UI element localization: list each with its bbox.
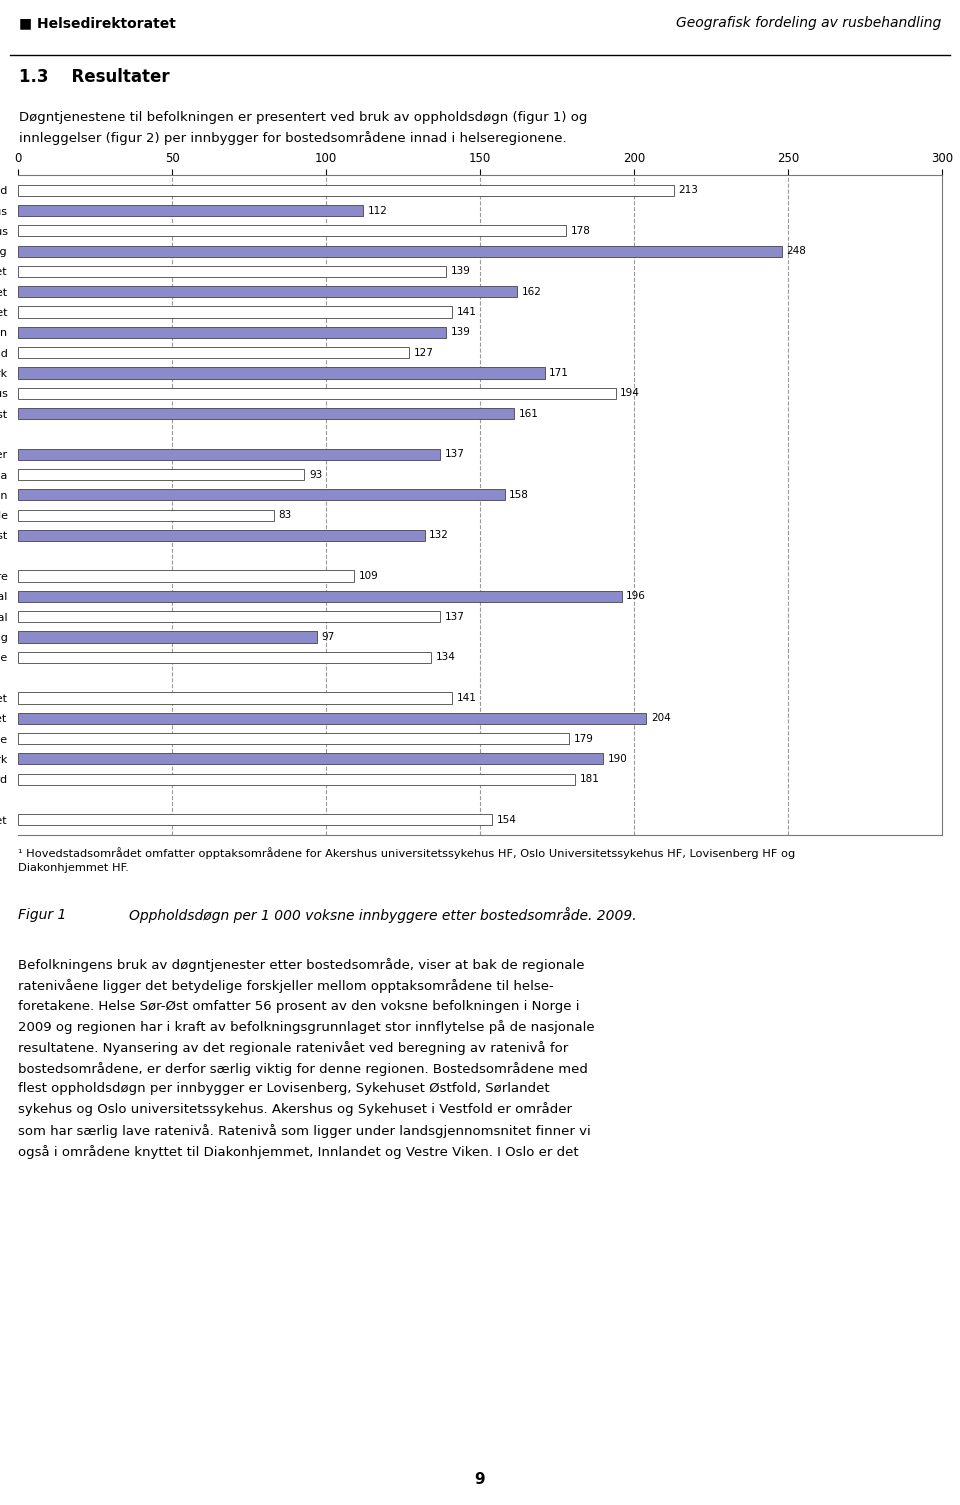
Bar xyxy=(18,692,452,703)
Bar xyxy=(18,814,492,825)
Text: Befolkningens bruk av døgntjenester etter bostedsområde, viser at bak de regiona: Befolkningens bruk av døgntjenester ette… xyxy=(18,959,594,1159)
Bar xyxy=(18,205,363,217)
Bar xyxy=(18,713,646,724)
Bar xyxy=(18,286,516,298)
Text: 137: 137 xyxy=(444,611,465,622)
Text: ¹ Hovedstadsområdet omfatter opptaksområdene for Akershus universitetssykehus HF: ¹ Hovedstadsområdet omfatter opptaksområ… xyxy=(18,847,795,873)
Text: 97: 97 xyxy=(322,632,335,643)
Bar xyxy=(18,570,353,581)
Text: 141: 141 xyxy=(457,692,477,703)
Text: 109: 109 xyxy=(358,570,378,581)
Bar xyxy=(18,510,274,521)
Text: 112: 112 xyxy=(368,206,388,215)
Text: ■ Helsedirektoratet: ■ Helsedirektoratet xyxy=(19,17,176,30)
Bar xyxy=(18,774,575,784)
Bar xyxy=(18,754,603,765)
Bar xyxy=(18,470,304,480)
Text: 93: 93 xyxy=(309,470,323,480)
Text: Oppholdsdøgn per 1 000 voksne innbyggere etter bostedsområde. 2009.: Oppholdsdøgn per 1 000 voksne innbyggere… xyxy=(129,908,636,924)
Text: 213: 213 xyxy=(679,185,699,196)
Bar xyxy=(18,489,505,501)
Bar xyxy=(18,226,566,236)
Text: 190: 190 xyxy=(608,754,628,765)
Bar xyxy=(18,591,622,602)
Text: 127: 127 xyxy=(414,348,434,358)
Bar xyxy=(18,448,440,461)
Bar xyxy=(18,266,446,277)
Bar xyxy=(18,185,674,196)
Text: 204: 204 xyxy=(651,713,671,724)
Text: 132: 132 xyxy=(429,530,449,540)
Bar xyxy=(18,348,409,358)
Bar xyxy=(18,632,317,643)
Bar xyxy=(18,327,446,339)
Text: 154: 154 xyxy=(497,814,516,825)
Bar xyxy=(18,611,440,622)
Text: 178: 178 xyxy=(571,226,590,236)
Bar xyxy=(18,733,569,743)
Bar xyxy=(18,530,424,540)
Text: 181: 181 xyxy=(580,774,600,784)
Text: 171: 171 xyxy=(549,369,569,378)
Bar xyxy=(18,245,781,257)
Text: Geografisk fordeling av rusbehandling: Geografisk fordeling av rusbehandling xyxy=(676,17,941,30)
Bar xyxy=(18,652,431,662)
Text: 1.3    Resultater: 1.3 Resultater xyxy=(19,68,170,86)
Text: 9: 9 xyxy=(474,1472,486,1487)
Text: 139: 139 xyxy=(451,328,470,337)
Bar xyxy=(18,307,452,318)
Text: 194: 194 xyxy=(620,388,640,399)
Bar xyxy=(18,408,514,420)
Text: 139: 139 xyxy=(451,266,470,277)
Text: 134: 134 xyxy=(435,652,455,662)
Text: 161: 161 xyxy=(518,409,539,418)
Text: Figur 1: Figur 1 xyxy=(18,908,66,921)
Text: 137: 137 xyxy=(444,448,465,459)
Text: 141: 141 xyxy=(457,307,477,318)
Text: 83: 83 xyxy=(278,510,292,521)
Text: 179: 179 xyxy=(574,733,594,743)
Text: 162: 162 xyxy=(521,287,541,296)
Text: Døgntjenestene til befolkningen er presentert ved bruk av oppholdsdøgn (figur 1): Døgntjenestene til befolkningen er prese… xyxy=(19,111,588,144)
Bar xyxy=(18,388,615,399)
Text: 158: 158 xyxy=(509,489,529,500)
Text: 196: 196 xyxy=(626,591,646,602)
Bar xyxy=(18,367,544,379)
Text: 248: 248 xyxy=(786,247,806,256)
